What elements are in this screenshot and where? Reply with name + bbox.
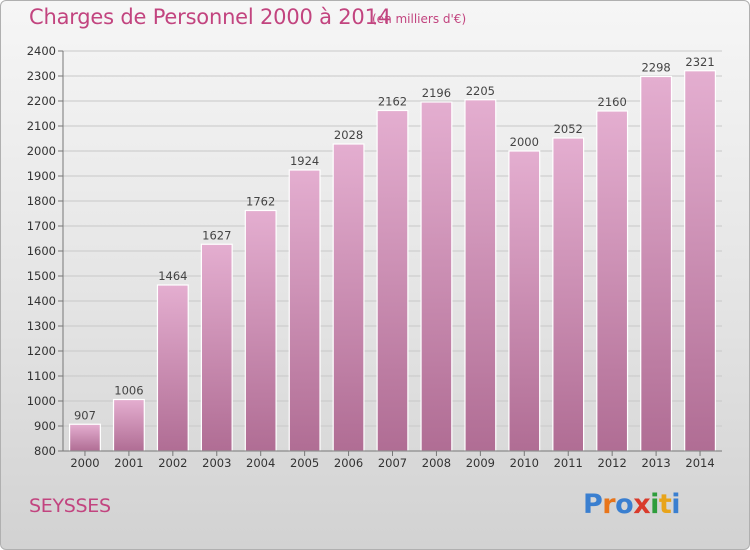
logo-letter: t [658, 489, 672, 520]
bar [288, 169, 321, 452]
y-tick-label: 1600 [27, 244, 56, 258]
bar [244, 209, 277, 452]
x-tick-label: 2003 [202, 456, 231, 470]
logo-letter: x [633, 489, 651, 520]
y-tick-label: 1400 [27, 294, 56, 308]
x-tick-label: 2008 [422, 456, 451, 470]
y-tick-label: 2300 [27, 69, 56, 83]
bar [112, 398, 145, 452]
axes: 800 900 1000 1100 1200 1300 1400 1500 1600 1700 18… [27, 44, 722, 470]
x-tick-label: 2005 [290, 456, 319, 470]
logo-letter: r [602, 489, 616, 520]
bar [156, 284, 189, 452]
y-tick-label: 1000 [27, 394, 56, 408]
data-label: 2000 [510, 135, 539, 149]
y-tick-label: 1200 [27, 344, 56, 358]
x-tick-label: 2012 [598, 456, 627, 470]
x-tick-label: 2014 [685, 456, 714, 470]
x-tick-label: 2006 [334, 456, 363, 470]
data-label: 2052 [554, 122, 583, 136]
bar [200, 243, 233, 452]
x-tick-label: 2004 [246, 456, 275, 470]
bar [420, 101, 453, 452]
logo-letter: i [671, 489, 681, 520]
y-tick-label: 1800 [27, 194, 56, 208]
y-tick-label: 1900 [27, 169, 56, 183]
x-tick-label: 2001 [114, 456, 143, 470]
bar [640, 75, 673, 452]
proxiti-logo[interactable]: Proxiti [583, 489, 681, 520]
bar [552, 137, 585, 452]
logo-letter: i [650, 489, 659, 520]
bar [68, 423, 101, 452]
bar [684, 70, 717, 452]
bar [508, 150, 541, 452]
y-tick-label: 2400 [27, 44, 56, 58]
chart-title: Charges de Personnel 2000 à 2014 [29, 5, 391, 29]
data-label: 2028 [334, 128, 363, 142]
y-tick-label: 1300 [27, 319, 56, 333]
x-tick-label: 2010 [510, 456, 539, 470]
x-tick-label: 2009 [466, 456, 495, 470]
logo-letter: P [583, 489, 603, 520]
bar [596, 110, 629, 452]
chart-subtitle: (en milliers d'€) [372, 12, 467, 26]
data-label: 1924 [290, 154, 319, 168]
data-label: 1464 [158, 269, 187, 283]
data-label: 2205 [466, 84, 495, 98]
y-tick-label: 900 [34, 419, 56, 433]
y-tick-label: 1500 [27, 269, 56, 283]
data-label: 1762 [246, 195, 275, 209]
data-label: 2162 [378, 95, 407, 109]
data-label: 2321 [685, 55, 714, 69]
bars: 907 1006 1464 1627 1762 1924 2028 2162 2196 2205 2… [68, 55, 717, 452]
y-tick-label: 2200 [27, 94, 56, 108]
x-tick-label: 2002 [158, 456, 187, 470]
data-label: 2298 [641, 61, 670, 75]
data-label: 1006 [114, 384, 143, 398]
bar [464, 99, 497, 452]
x-tick-label: 2011 [554, 456, 583, 470]
y-tick-label: 2100 [27, 119, 56, 133]
y-tick-label: 2000 [27, 144, 56, 158]
bar [332, 143, 365, 452]
y-tick-label: 1700 [27, 219, 56, 233]
x-tick-label: 2007 [378, 456, 407, 470]
data-label: 2196 [422, 86, 451, 100]
data-label: 907 [74, 408, 96, 422]
bar [376, 109, 409, 452]
x-tick-label: 2013 [641, 456, 670, 470]
y-tick-label: 800 [34, 444, 56, 458]
x-tick-label: 2000 [70, 456, 99, 470]
data-label: 1627 [202, 228, 231, 242]
y-tick-label: 1100 [27, 369, 56, 383]
data-label: 2160 [598, 95, 627, 109]
city-name: SEYSSES [29, 495, 111, 517]
logo-letter: o [615, 489, 634, 520]
